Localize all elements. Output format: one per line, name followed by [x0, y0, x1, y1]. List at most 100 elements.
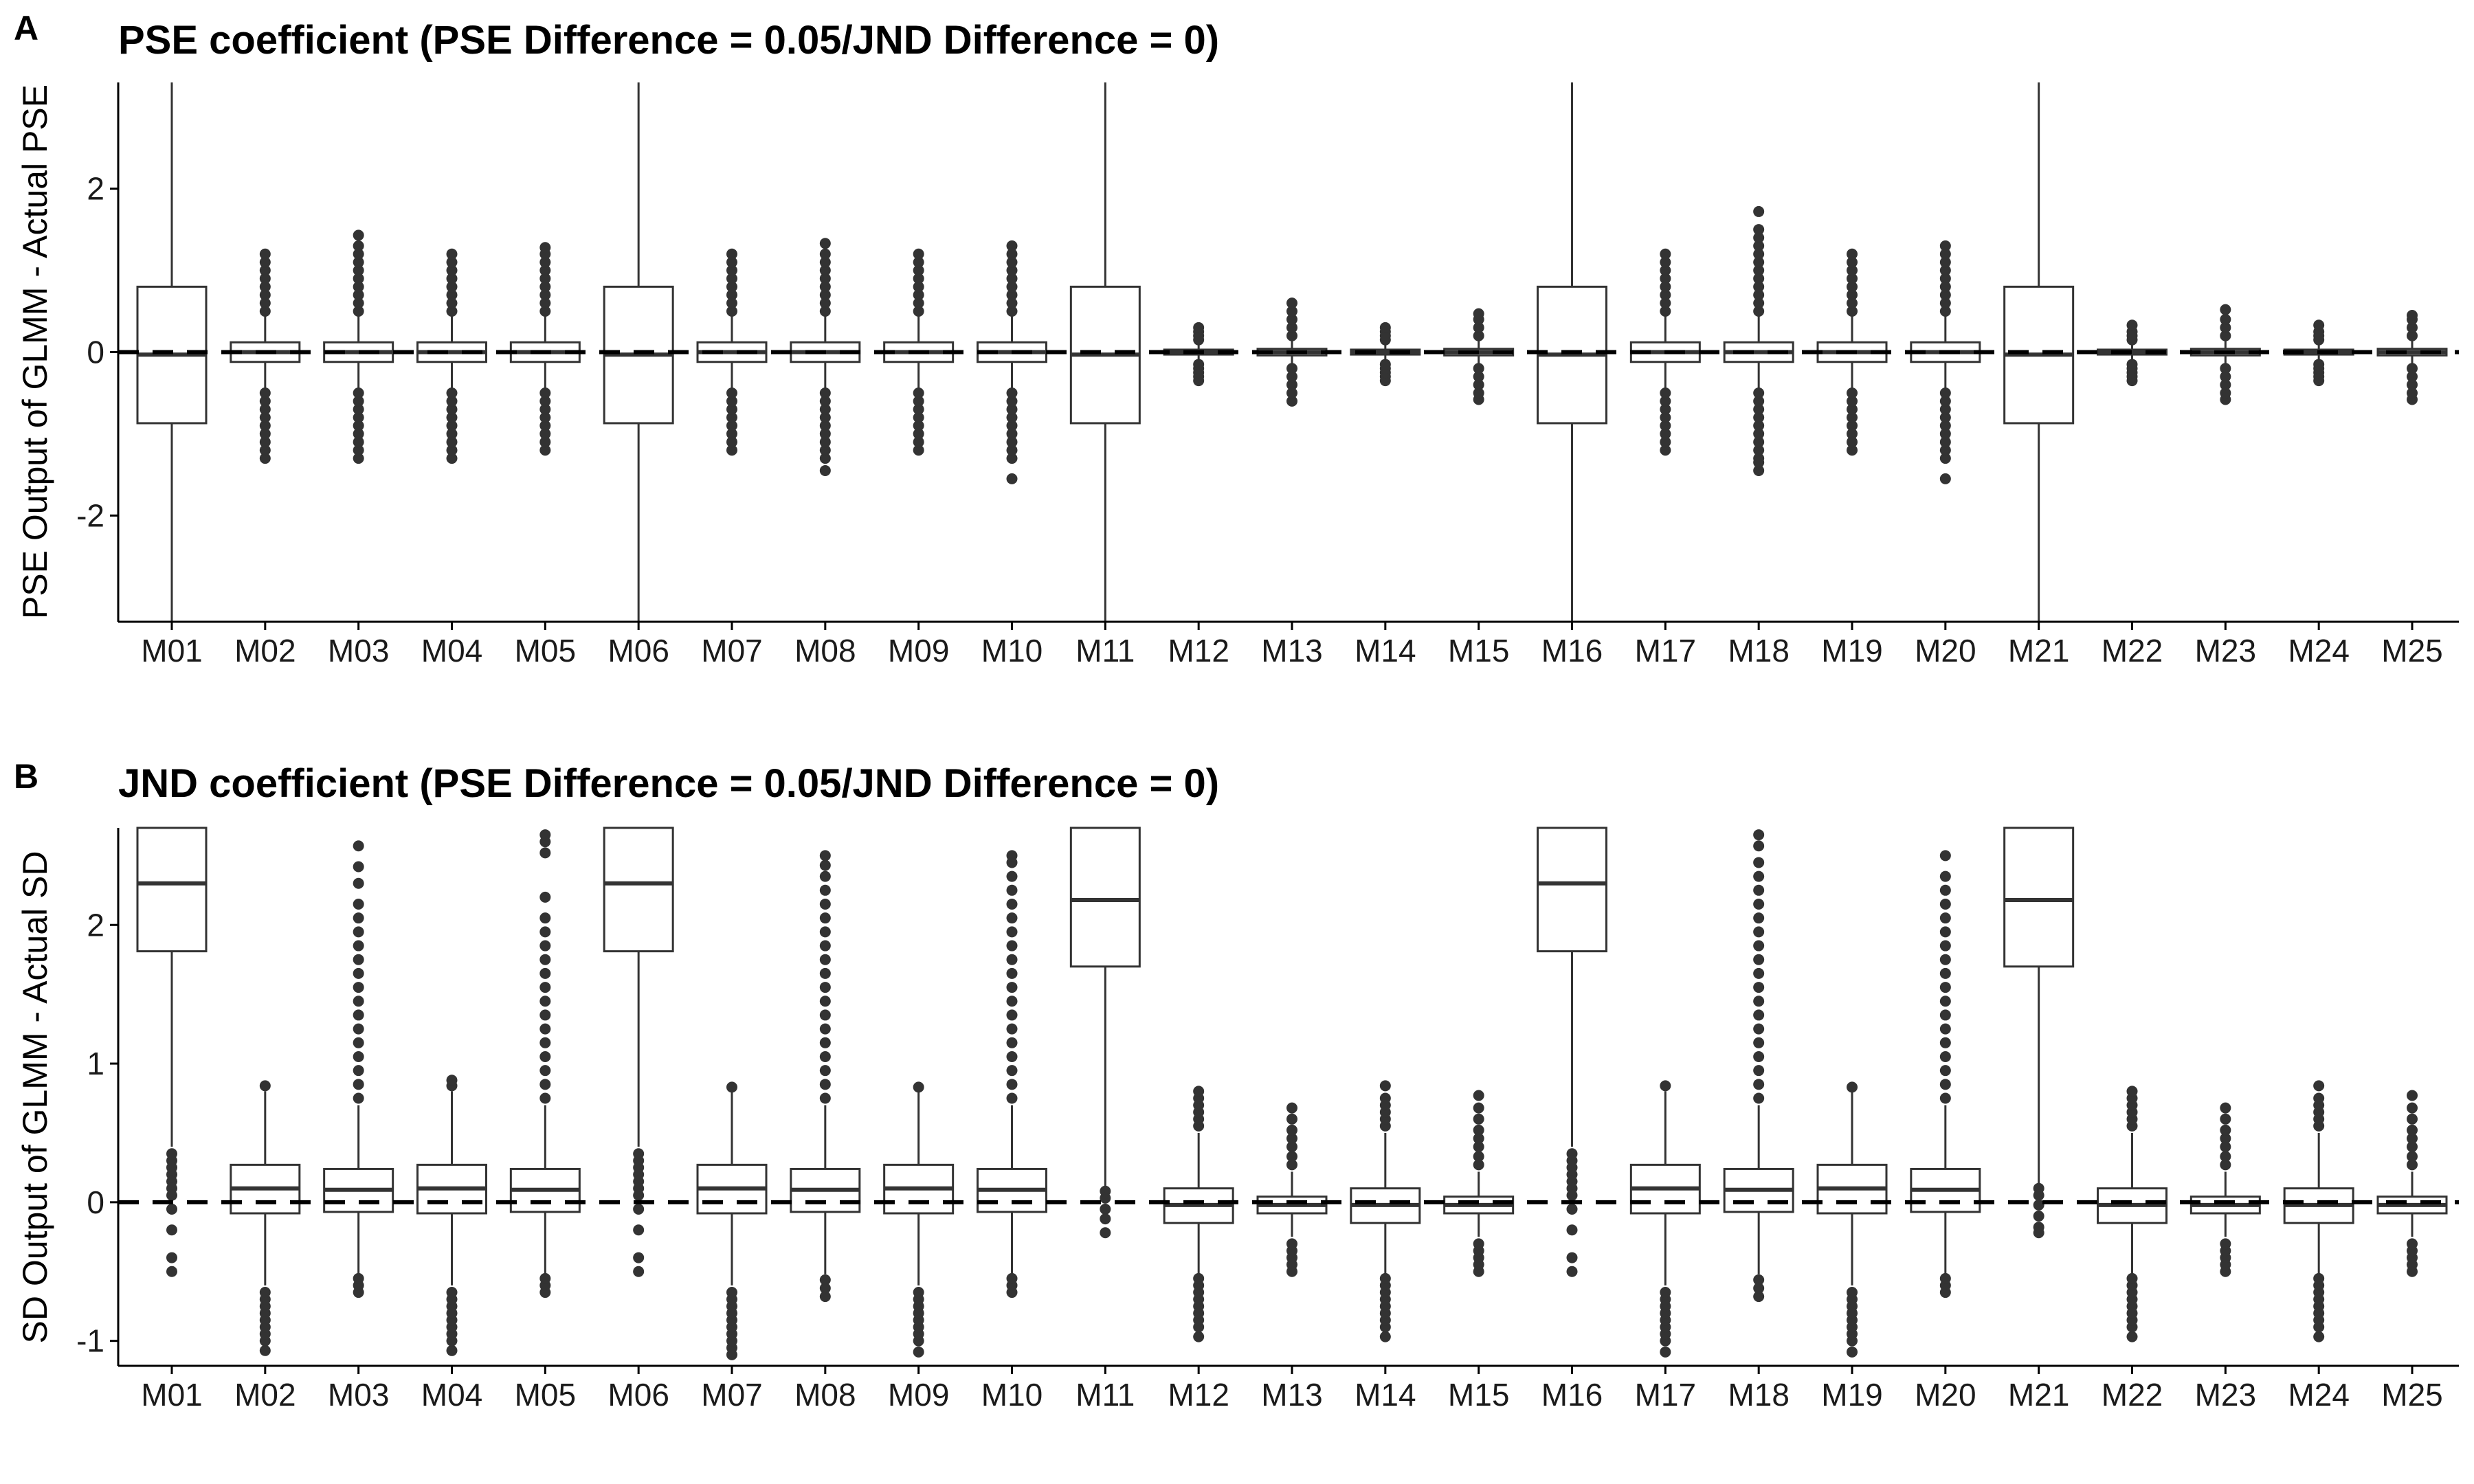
outlier-point: [353, 1009, 364, 1021]
outlier-point: [726, 387, 737, 398]
x-tick-label: M09: [888, 633, 949, 668]
outlier-point: [1473, 1133, 1484, 1145]
box-m11: [1069, 82, 1141, 622]
outlier-point: [1753, 265, 1765, 276]
outlier-point: [353, 1079, 364, 1090]
outlier-point: [1753, 1023, 1765, 1035]
outlier-point: [1939, 445, 1951, 456]
box-m01: [136, 82, 208, 622]
outlier-point: [1006, 982, 1018, 993]
x-tick-label: M16: [1541, 1377, 1603, 1413]
outlier-point: [1193, 1086, 1205, 1097]
outlier-point: [913, 281, 924, 293]
outlier-point: [1660, 387, 1671, 398]
outlier-point: [819, 1291, 831, 1303]
outlier-point: [1847, 265, 1858, 276]
outlier-point: [353, 877, 364, 889]
x-tick-label: M18: [1728, 1377, 1789, 1413]
outlier-point: [1660, 395, 1671, 407]
outlier-point: [353, 1065, 364, 1077]
outlier-point: [353, 912, 364, 924]
outlier-point: [1006, 940, 1018, 952]
outlier-point: [1939, 289, 1951, 301]
outlier-point: [1939, 306, 1951, 317]
outlier-point: [1939, 473, 1951, 484]
outlier-point: [1006, 240, 1018, 251]
outlier-point: [819, 996, 831, 1007]
outlier-point: [1939, 428, 1951, 440]
outlier-point: [539, 395, 551, 407]
outlier-point: [259, 248, 271, 260]
outlier-point: [913, 265, 924, 276]
outlier-point: [726, 412, 737, 423]
outlier-point: [1753, 273, 1765, 284]
box-m17: [1629, 1080, 1701, 1358]
outlier-point: [539, 847, 551, 859]
outlier-point: [259, 273, 271, 284]
box-m21: [2003, 827, 2075, 1239]
box-m22: [2097, 319, 2167, 387]
outlier-point: [1753, 403, 1765, 415]
x-tick-label: M12: [1168, 1377, 1229, 1413]
outlier-point: [633, 1224, 645, 1236]
outlier-point: [1660, 445, 1671, 456]
outlier-point: [259, 281, 271, 293]
outlier-point: [539, 1065, 551, 1077]
outlier-point: [1753, 256, 1765, 268]
outlier-point: [1006, 428, 1018, 440]
outlier-point: [1847, 256, 1858, 268]
outlier-point: [1753, 1274, 1765, 1285]
outlier-point: [1660, 289, 1671, 301]
outlier-point: [539, 829, 551, 841]
outlier-point: [446, 1345, 458, 1356]
outlier-point: [1939, 967, 1951, 979]
outlier-point: [353, 436, 364, 448]
outlier-point: [1753, 445, 1765, 456]
box-m15: [1443, 308, 1515, 405]
outlier-point: [913, 412, 924, 423]
box-m02: [230, 248, 301, 464]
outlier-point: [1660, 248, 1671, 260]
x-tick-label: M01: [141, 633, 202, 668]
outlier-point: [1379, 359, 1391, 370]
outlier-point: [539, 926, 551, 938]
outlier-point: [1847, 436, 1858, 448]
outlier-point: [726, 445, 737, 456]
outlier-point: [1753, 912, 1765, 924]
outlier-point: [1753, 940, 1765, 952]
outlier-point: [2126, 359, 2138, 370]
outlier-point: [446, 445, 458, 456]
outlier-point: [2407, 322, 2418, 333]
outlier-point: [1006, 926, 1018, 938]
outlier-point: [1006, 1065, 1018, 1077]
outlier-point: [1006, 395, 1018, 407]
outlier-point: [259, 403, 271, 415]
outlier-point: [726, 436, 737, 448]
outlier-point: [1473, 371, 1484, 383]
box-m11: [1069, 827, 1141, 1239]
outlier-point: [353, 940, 364, 952]
outlier-point: [1939, 403, 1951, 415]
outlier-point: [539, 420, 551, 431]
outlier-point: [539, 1272, 551, 1284]
outlier-point: [1753, 387, 1765, 398]
outlier-point: [1566, 1203, 1578, 1215]
outlier-point: [539, 428, 551, 440]
panel-b-title: JND coefficient (PSE Difference = 0.05/J…: [118, 761, 1219, 806]
outlier-point: [819, 273, 831, 284]
outlier-point: [1847, 412, 1858, 423]
outlier-point: [1847, 428, 1858, 440]
box-m19: [1816, 1081, 1888, 1358]
outlier-point: [2220, 1238, 2231, 1250]
outlier-point: [633, 1252, 645, 1263]
outlier-point: [819, 420, 831, 431]
outlier-point: [1473, 1113, 1484, 1125]
outlier-point: [539, 306, 551, 317]
outlier-point: [726, 306, 737, 317]
outlier-point: [726, 289, 737, 301]
box-m18: [1723, 829, 1794, 1303]
outlier-point: [913, 436, 924, 448]
outlier-point: [353, 967, 364, 979]
outlier-point: [539, 256, 551, 268]
x-tick-label: M04: [421, 1377, 482, 1413]
